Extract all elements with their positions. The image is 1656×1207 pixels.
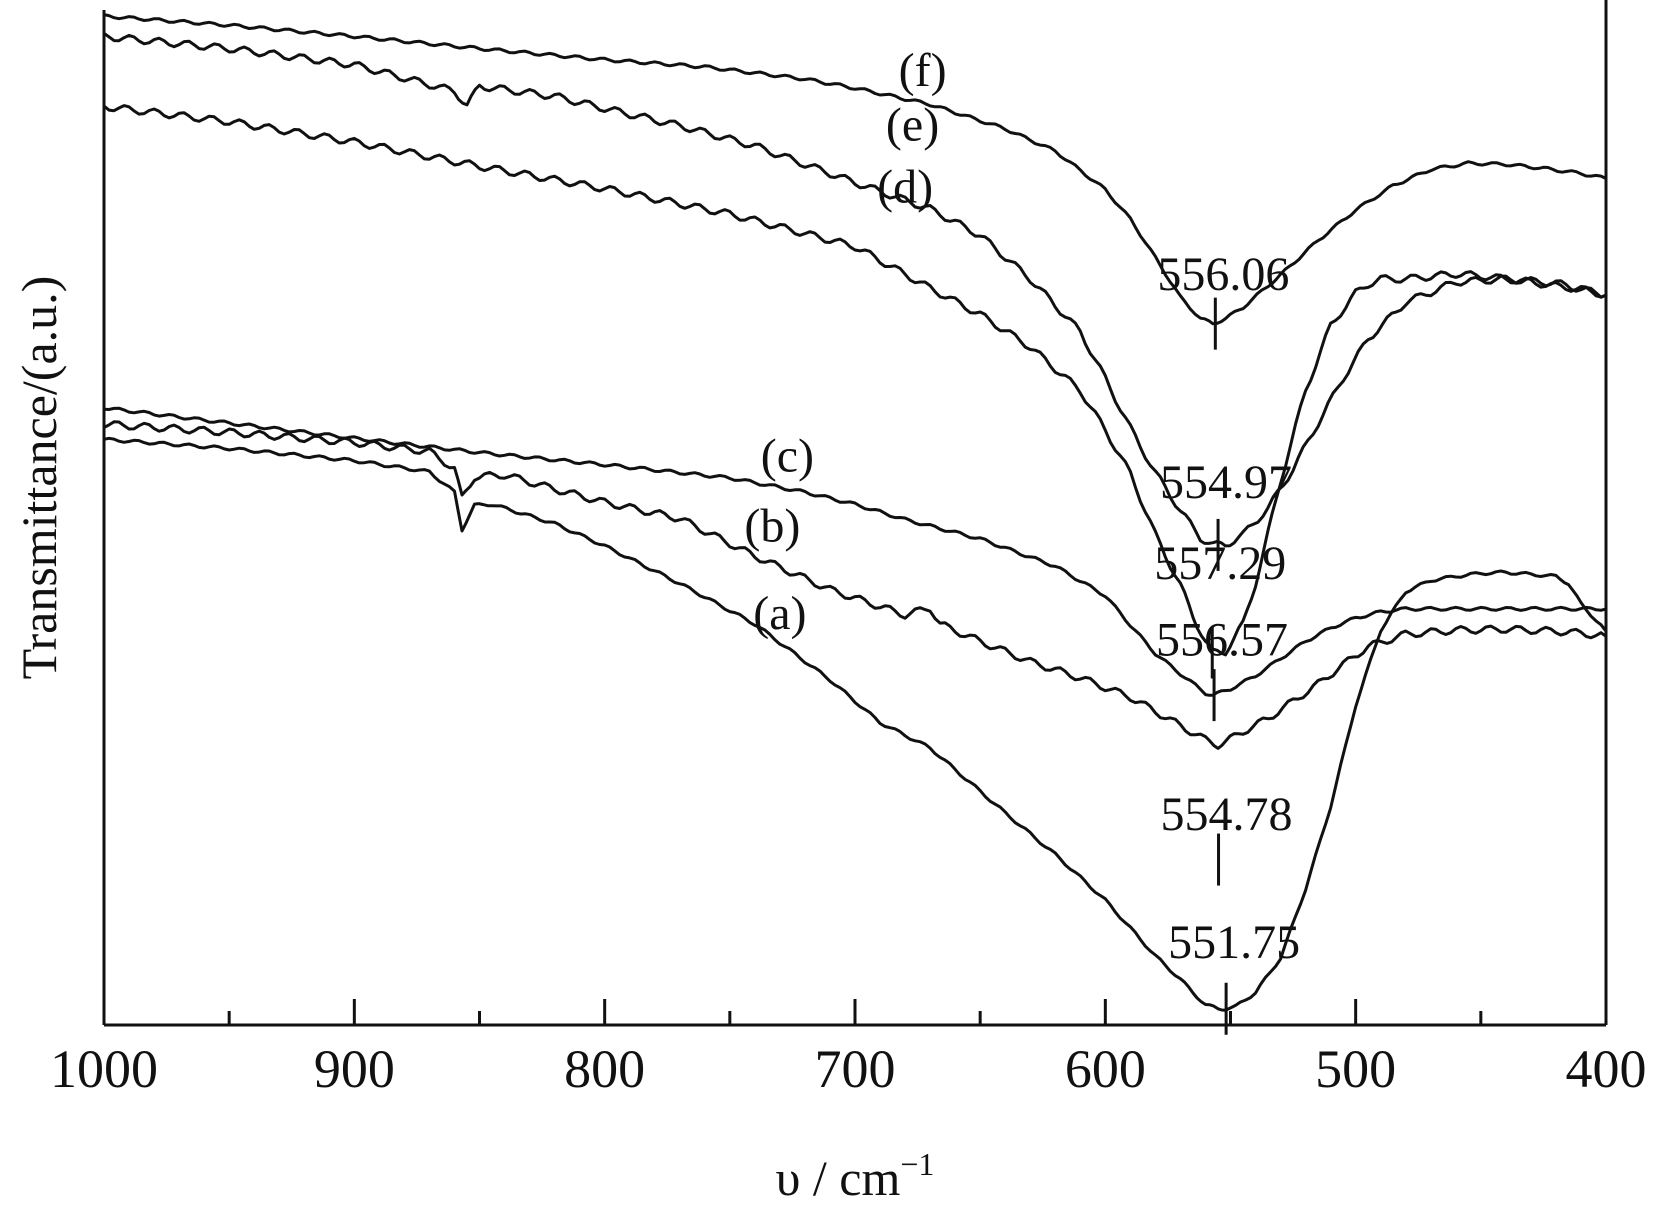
series-label-c: (c) [761, 430, 814, 483]
peak-value-label: 557.29 [1154, 537, 1286, 590]
x-axis-ticks [102, 999, 1608, 1025]
x-axis-title-sup: −1 [900, 1146, 934, 1182]
spectra-curves [102, 13, 1608, 1012]
peak-value-label: 551.75 [1168, 916, 1300, 969]
series-label-e: (e) [886, 99, 939, 152]
peak-value-label: 554.78 [1161, 788, 1293, 841]
peak-value-label: 554.97 [1160, 456, 1292, 509]
series-line-c [102, 406, 1608, 697]
series-line-f [102, 13, 1608, 326]
x-tick-label: 900 [314, 1039, 395, 1099]
x-axis-title: υ / cm−1 [776, 1146, 935, 1206]
x-tick-label: 800 [564, 1039, 645, 1099]
series-line-b [102, 420, 1608, 750]
series-label-a: (a) [753, 587, 806, 640]
series-line-a [102, 436, 1608, 1012]
series-label-d: (d) [877, 161, 933, 214]
x-tick-label: 400 [1566, 1039, 1647, 1099]
peak-annotations: 551.75 554.78 556.57 557.29 554.97 556.06 [1154, 248, 1300, 1035]
x-tick-label: 600 [1065, 1039, 1146, 1099]
x-tick-label: 1000 [50, 1039, 158, 1099]
x-tick-label: 700 [815, 1039, 896, 1099]
series-labels: (a) (b) (c) (d) (e)(f) [744, 44, 946, 640]
plot-frame [102, 0, 1608, 1027]
series-label-b: (b) [744, 500, 800, 553]
series-line-d [102, 104, 1608, 657]
x-axis-tick-labels: 1000 900 800 700 600 500 400 [50, 1039, 1647, 1099]
x-axis-title-main: υ / cm [776, 1150, 901, 1206]
peak-value-label: 556.06 [1157, 248, 1289, 301]
peak-value-label: 556.57 [1156, 613, 1288, 666]
x-tick-label: 500 [1315, 1039, 1396, 1099]
series-line-e [102, 31, 1608, 548]
series-label-f: (f) [899, 44, 947, 97]
y-axis-title: Transmittance/(a.u.) [11, 276, 67, 680]
